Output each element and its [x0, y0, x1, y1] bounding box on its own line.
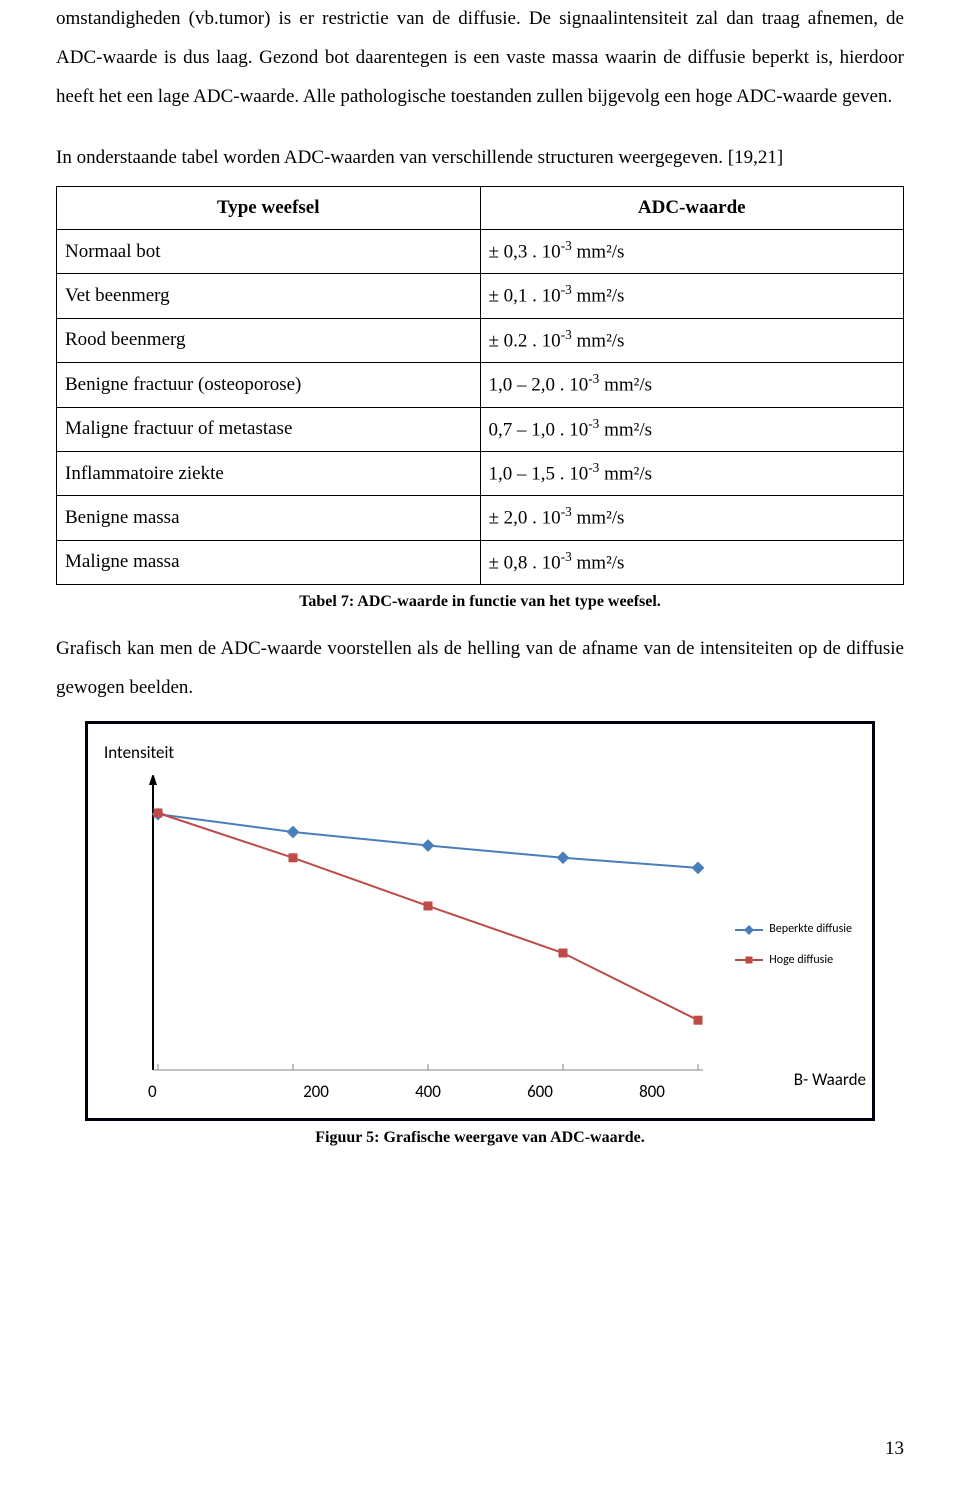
adc-value-cell: 1,0 – 1,5 . 10-3 mm²/s — [480, 451, 904, 495]
table-header-right: ADC-waarde — [480, 186, 904, 229]
x-tick-label: 0 — [148, 1075, 260, 1110]
table-row: Inflammatoire ziekte1,0 – 1,5 . 10-3 mm²… — [57, 451, 904, 495]
adc-value-cell: 1,0 – 2,0 . 10-3 mm²/s — [480, 363, 904, 407]
chart-plot-area — [148, 775, 708, 1075]
table-row: Maligne fractuur of metastase0,7 – 1,0 .… — [57, 407, 904, 451]
chart-y-label: Intensiteit — [104, 736, 862, 771]
legend-label: Hoge diffusie — [769, 948, 833, 973]
paragraph-2: In onderstaande tabel worden ADC-waarden… — [56, 139, 904, 178]
page-number: 13 — [885, 1439, 904, 1458]
legend-item: Hoge diffusie — [735, 948, 852, 973]
tissue-type-cell: Rood beenmerg — [57, 318, 481, 362]
x-tick-label: 600 — [484, 1075, 596, 1110]
paragraph-3: Grafisch kan men de ADC-waarde voorstell… — [56, 630, 904, 708]
tissue-type-cell: Maligne fractuur of metastase — [57, 407, 481, 451]
table-row: Benigne massa± 2,0 . 10-3 mm²/s — [57, 496, 904, 540]
adc-value-cell: ± 0,8 . 10-3 mm²/s — [480, 540, 904, 584]
tissue-type-cell: Inflammatoire ziekte — [57, 451, 481, 495]
x-tick-label: 400 — [372, 1075, 484, 1110]
table-header-row: Type weefsel ADC-waarde — [57, 186, 904, 229]
table-row: Rood beenmerg± 0.2 . 10-3 mm²/s — [57, 318, 904, 362]
adc-table: Type weefsel ADC-waarde Normaal bot± 0,3… — [56, 186, 904, 585]
tissue-type-cell: Normaal bot — [57, 229, 481, 273]
chart-x-ticks: 0200400600800 — [148, 1075, 708, 1110]
legend-label: Beperkte diffusie — [769, 917, 852, 942]
table-row: Normaal bot± 0,3 . 10-3 mm²/s — [57, 229, 904, 273]
tissue-type-cell: Benigne massa — [57, 496, 481, 540]
table-header-left: Type weefsel — [57, 186, 481, 229]
adc-value-cell: ± 0,1 . 10-3 mm²/s — [480, 274, 904, 318]
legend-swatch — [735, 929, 763, 931]
legend-item: Beperkte diffusie — [735, 917, 852, 942]
adc-value-cell: ± 0.2 . 10-3 mm²/s — [480, 318, 904, 362]
adc-value-cell: 0,7 – 1,0 . 10-3 mm²/s — [480, 407, 904, 451]
x-tick-label: 200 — [260, 1075, 372, 1110]
paragraph-1: omstandigheden (vb.tumor) is er restrict… — [56, 0, 904, 117]
table-row: Vet beenmerg± 0,1 . 10-3 mm²/s — [57, 274, 904, 318]
x-tick-label: 800 — [596, 1075, 708, 1110]
chart-legend: Beperkte diffusie Hoge diffusie — [735, 911, 852, 978]
tissue-type-cell: Maligne massa — [57, 540, 481, 584]
chart-x-label: B- Waarde — [794, 1063, 866, 1098]
adc-chart: Intensiteit 0200400600800 B- Waarde Bepe… — [85, 721, 875, 1121]
figure-caption: Figuur 5: Grafische weergave van ADC-waa… — [56, 1127, 904, 1149]
adc-value-cell: ± 2,0 . 10-3 mm²/s — [480, 496, 904, 540]
tissue-type-cell: Vet beenmerg — [57, 274, 481, 318]
legend-swatch — [735, 959, 763, 961]
table-row: Benigne fractuur (osteoporose)1,0 – 2,0 … — [57, 363, 904, 407]
adc-value-cell: ± 0,3 . 10-3 mm²/s — [480, 229, 904, 273]
table-row: Maligne massa± 0,8 . 10-3 mm²/s — [57, 540, 904, 584]
table-caption: Tabel 7: ADC-waarde in functie van het t… — [56, 591, 904, 613]
tissue-type-cell: Benigne fractuur (osteoporose) — [57, 363, 481, 407]
